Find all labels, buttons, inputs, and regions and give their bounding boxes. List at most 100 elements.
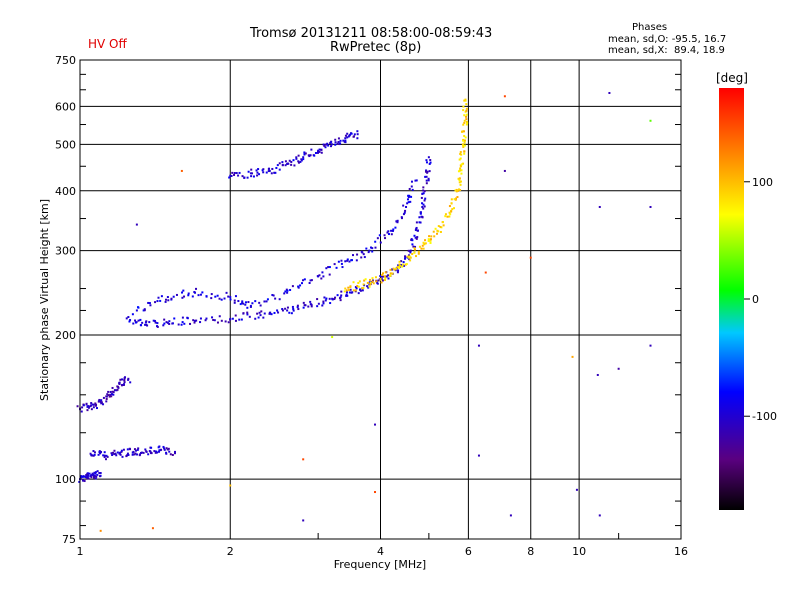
scatter-point xyxy=(331,336,334,339)
data-point xyxy=(263,300,266,303)
data-point xyxy=(284,164,287,167)
data-point xyxy=(416,229,419,232)
data-point xyxy=(331,297,334,300)
scatter-point xyxy=(598,514,601,517)
data-point xyxy=(105,397,108,400)
data-point xyxy=(412,245,415,248)
data-point xyxy=(187,294,190,297)
data-point xyxy=(415,226,418,229)
data-point xyxy=(175,293,178,296)
data-point xyxy=(458,177,461,180)
data-point xyxy=(337,137,340,140)
data-point xyxy=(194,291,197,294)
data-point xyxy=(90,476,93,479)
data-point xyxy=(144,323,147,326)
data-point xyxy=(291,285,294,288)
data-point xyxy=(459,152,462,155)
scatter-point xyxy=(302,519,305,522)
data-point xyxy=(88,405,91,408)
data-point xyxy=(259,304,262,307)
data-point xyxy=(233,301,236,304)
data-point xyxy=(400,260,403,263)
data-point xyxy=(168,322,171,325)
x-tick-label: 6 xyxy=(465,545,472,558)
data-point xyxy=(415,221,418,224)
data-point xyxy=(93,451,96,454)
data-point xyxy=(410,180,413,183)
data-point xyxy=(360,256,363,259)
data-point xyxy=(433,235,436,238)
data-point xyxy=(153,319,156,322)
data-point xyxy=(450,210,453,213)
data-point xyxy=(235,172,238,175)
data-point xyxy=(278,298,281,301)
colorbar xyxy=(719,88,744,510)
data-point xyxy=(335,266,338,269)
data-point xyxy=(251,302,254,305)
data-point xyxy=(422,247,425,250)
data-point xyxy=(156,300,159,303)
data-point xyxy=(181,316,184,319)
data-point xyxy=(327,144,330,147)
data-point xyxy=(323,296,326,299)
data-point xyxy=(437,225,440,228)
data-point xyxy=(322,300,325,303)
data-point xyxy=(411,253,414,256)
data-point xyxy=(462,139,465,142)
data-point xyxy=(276,309,279,312)
data-point xyxy=(216,321,219,324)
data-point xyxy=(442,224,445,227)
data-point xyxy=(358,288,361,291)
data-point xyxy=(267,170,270,173)
data-point xyxy=(177,323,180,326)
data-point xyxy=(461,143,464,146)
data-point xyxy=(100,402,103,405)
y-tick-label: 400 xyxy=(55,185,76,198)
data-point xyxy=(464,144,467,147)
data-point xyxy=(459,167,462,170)
data-point xyxy=(149,450,152,453)
data-point xyxy=(115,454,118,457)
data-point xyxy=(156,325,159,328)
data-point xyxy=(96,473,99,476)
hv-status-label: HV Off xyxy=(88,37,127,51)
data-point xyxy=(150,452,153,455)
data-point xyxy=(145,323,148,326)
data-point xyxy=(427,179,430,182)
scatter-point xyxy=(484,271,487,274)
data-point xyxy=(262,168,265,171)
data-point xyxy=(171,322,174,325)
data-point xyxy=(389,272,392,275)
data-point xyxy=(245,301,248,304)
data-point xyxy=(131,313,134,316)
data-point xyxy=(262,171,265,174)
data-point xyxy=(378,234,381,237)
data-point xyxy=(148,321,151,324)
colorbar-label: [deg] xyxy=(716,71,748,85)
data-point xyxy=(112,393,115,396)
data-point xyxy=(410,185,413,188)
data-point xyxy=(324,299,327,302)
data-point xyxy=(220,298,223,301)
data-point xyxy=(425,159,428,162)
data-point xyxy=(214,295,217,298)
data-point xyxy=(366,285,369,288)
data-point xyxy=(129,318,132,321)
data-point xyxy=(297,285,300,288)
data-point xyxy=(94,471,97,474)
data-point xyxy=(337,140,340,143)
data-point xyxy=(344,260,347,263)
data-point xyxy=(239,303,242,306)
data-point xyxy=(417,252,420,255)
data-point xyxy=(95,475,98,478)
data-point xyxy=(134,452,137,455)
data-point xyxy=(268,169,271,172)
data-point xyxy=(367,251,370,254)
data-point xyxy=(460,163,463,166)
data-point xyxy=(384,277,387,280)
data-point xyxy=(300,159,303,162)
data-point xyxy=(364,278,367,281)
data-point xyxy=(297,161,300,164)
data-point xyxy=(192,319,195,322)
data-point xyxy=(242,302,245,305)
